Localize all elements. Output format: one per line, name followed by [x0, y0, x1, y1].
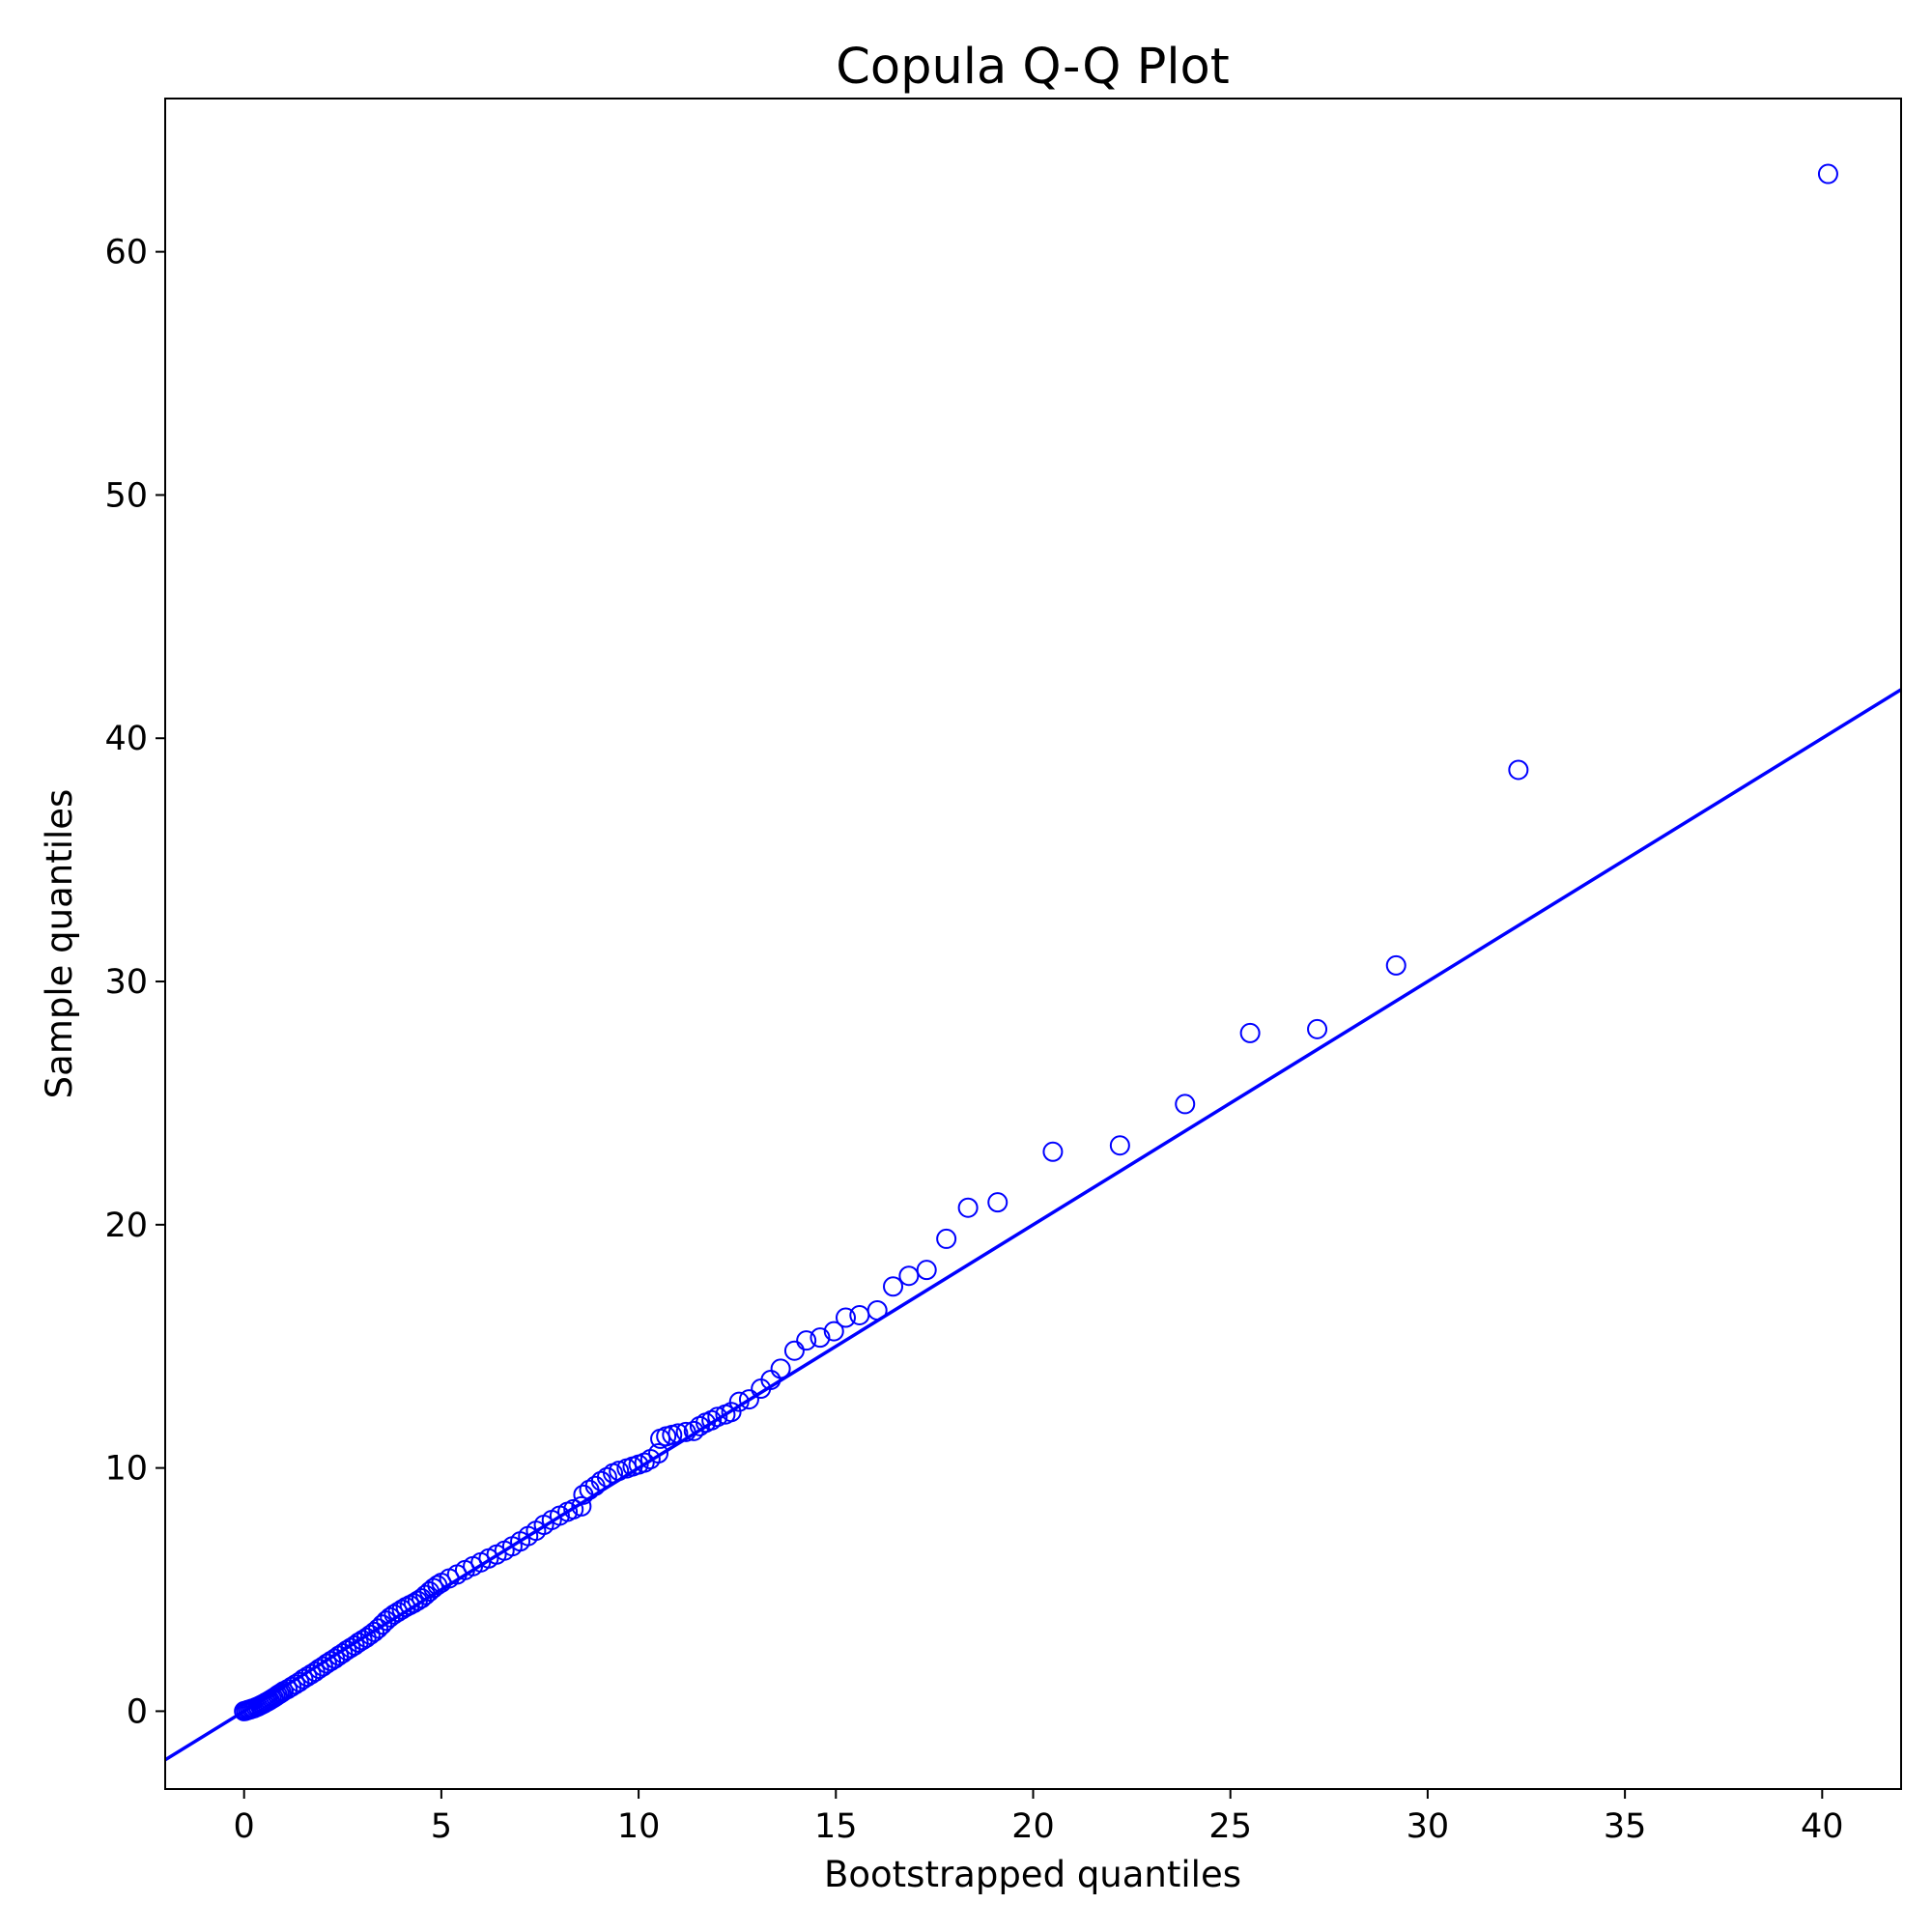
x-tick-label: 25: [1208, 1807, 1252, 1846]
x-tick-label: 20: [1011, 1807, 1055, 1846]
data-point: [796, 1330, 817, 1351]
data-point: [721, 1402, 742, 1423]
data-point: [916, 1260, 937, 1281]
x-tick-label: 5: [431, 1807, 452, 1846]
data-point: [372, 1614, 393, 1635]
data-point: [675, 1421, 696, 1442]
x-tick-label: 0: [234, 1807, 255, 1846]
data-point: [1175, 1094, 1196, 1115]
data-point: [728, 1391, 750, 1412]
data-point: [571, 1495, 592, 1517]
x-axis-label: Bootstrapped quantiles: [824, 1854, 1241, 1895]
data-point: [590, 1470, 611, 1492]
y-tick-label: 60: [104, 234, 148, 272]
x-axis: 0 5 10 15 20 25 30 35 40: [234, 1789, 1844, 1846]
data-point: [668, 1423, 689, 1444]
plot-area: [165, 163, 1901, 1762]
data-point: [783, 1340, 805, 1361]
x-tick-label: 40: [1801, 1807, 1844, 1846]
x-tick-label: 10: [617, 1807, 661, 1846]
data-point: [770, 1358, 791, 1379]
y-tick-label: 30: [104, 963, 148, 1002]
data-point: [609, 1461, 630, 1482]
scatter-points: [234, 163, 1838, 1721]
x-tick-label: 35: [1604, 1807, 1647, 1846]
data-point: [1239, 1022, 1261, 1043]
y-tick-label: 20: [104, 1207, 148, 1245]
data-point: [836, 1307, 857, 1328]
y-tick-label: 40: [104, 720, 148, 758]
data-point: [596, 1466, 617, 1488]
data-point: [936, 1228, 957, 1249]
data-point: [1042, 1141, 1064, 1162]
data-point: [898, 1265, 920, 1287]
y-tick-label: 10: [104, 1450, 148, 1489]
data-point: [823, 1321, 844, 1342]
data-point: [1385, 954, 1406, 976]
data-point: [810, 1327, 831, 1349]
data-point: [867, 1299, 888, 1321]
data-point: [957, 1197, 979, 1218]
x-tick-label: 15: [814, 1807, 858, 1846]
y-axis-label: Sample quantiles: [39, 789, 80, 1099]
reference-line: [165, 688, 1901, 1762]
data-point: [368, 1618, 389, 1639]
data-point: [427, 1575, 448, 1596]
data-point: [707, 1406, 728, 1428]
data-point: [987, 1192, 1009, 1213]
data-point: [883, 1276, 904, 1297]
data-point: [1508, 759, 1529, 781]
data-point: [648, 1443, 669, 1464]
data-point: [1307, 1018, 1328, 1039]
data-point: [363, 1621, 384, 1642]
y-tick-label: 50: [104, 476, 148, 515]
y-axis: 0 10 20 30 40 50 60: [104, 234, 165, 1731]
data-point: [1817, 163, 1838, 185]
data-point: [738, 1389, 759, 1410]
y-tick-label: 0: [127, 1692, 148, 1731]
chart-title: Copula Q-Q Plot: [836, 39, 1229, 96]
x-tick-label: 30: [1406, 1807, 1450, 1846]
data-point: [1109, 1135, 1130, 1156]
